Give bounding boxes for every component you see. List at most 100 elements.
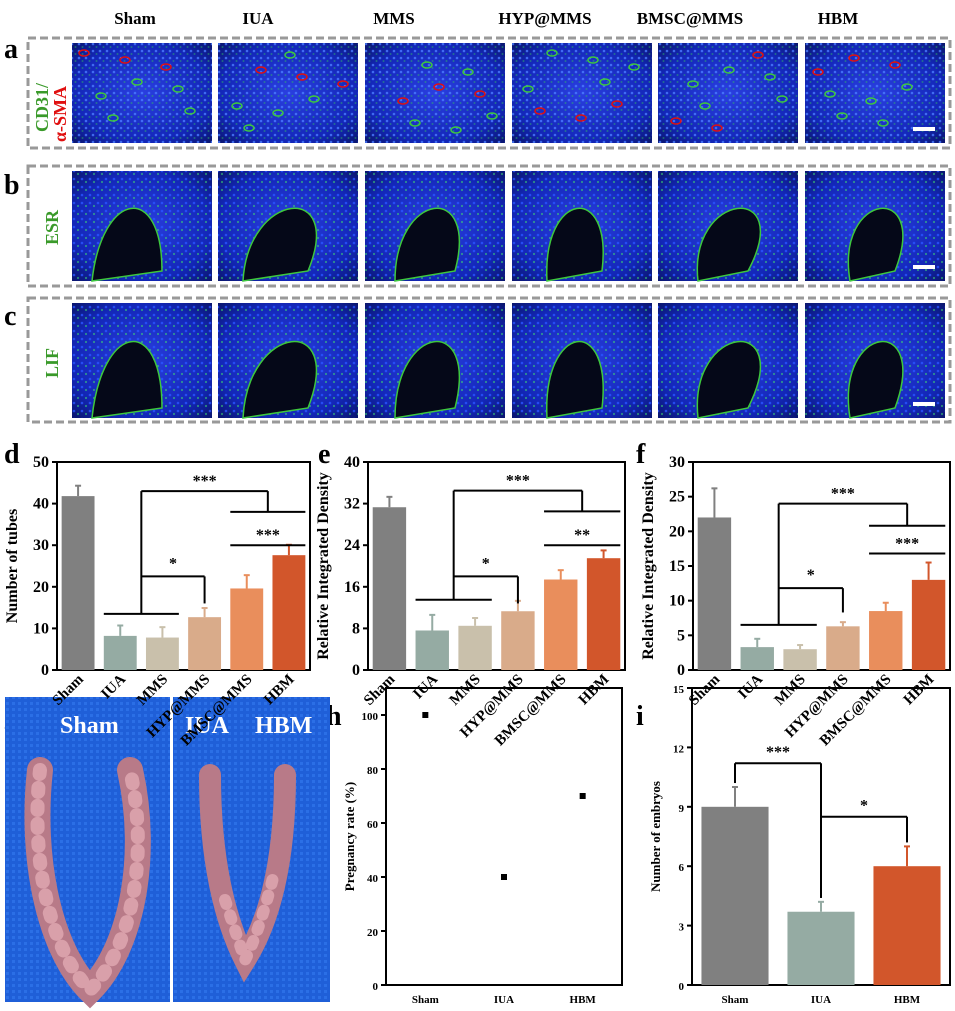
- vessel: [421, 61, 433, 69]
- panel-c-frame: [26, 296, 952, 424]
- x-tick-label: MMS: [447, 672, 484, 709]
- vessel: [231, 102, 243, 110]
- vessel: [824, 90, 836, 98]
- uterus-photo: Sham IUA HBM: [5, 697, 330, 1009]
- data-point: [579, 793, 586, 799]
- vessel: [752, 51, 764, 59]
- y-axis-label: Pregnancy rate (%): [342, 782, 357, 892]
- vessel: [308, 95, 320, 103]
- micrograph-texture: [658, 43, 798, 143]
- bar-Sham: [701, 806, 769, 985]
- vessel: [611, 100, 623, 108]
- y-tick-label: 24: [344, 537, 360, 554]
- lumen: [91, 207, 163, 282]
- header-sham: Sham: [114, 9, 156, 28]
- vessel: [599, 78, 611, 86]
- vessel: [433, 83, 445, 91]
- lumen: [546, 340, 604, 419]
- vessel: [699, 102, 711, 110]
- significance-label: ***: [506, 473, 530, 490]
- y-axis-label: Number of tubes: [4, 509, 21, 623]
- vessel: [409, 119, 421, 127]
- vessel: [450, 126, 462, 134]
- vessel: [296, 73, 308, 81]
- bar-HBM: [586, 558, 621, 670]
- y-tick-label: 16: [344, 579, 360, 596]
- y-tick-label: 30: [33, 537, 49, 554]
- bar-BMSC@MMS: [869, 611, 903, 670]
- vessel: [723, 66, 735, 74]
- vessel: [628, 63, 640, 71]
- lumen: [394, 340, 461, 419]
- y-tick-label: 80: [367, 765, 379, 777]
- x-tick-label: HBM: [570, 994, 597, 1006]
- vessel: [711, 124, 723, 132]
- vessel: [587, 56, 599, 64]
- x-tick-label: HBM: [894, 994, 921, 1006]
- significance-label: ***: [895, 536, 919, 553]
- lumen: [696, 341, 762, 419]
- x-tick-label: IUA: [735, 671, 766, 702]
- header-hyp-mms: HYP@MMS: [498, 9, 591, 28]
- bar-HBM: [911, 579, 946, 670]
- y-tick-label: 20: [669, 523, 685, 540]
- column-headers: Sham IUA MMS HYP@MMS BMSC@MMS HBM: [114, 9, 858, 28]
- y-tick-label: 15: [673, 684, 685, 696]
- micrograph-texture: [365, 43, 505, 143]
- micrograph-texture: [512, 43, 652, 143]
- vessel: [95, 92, 107, 100]
- panel-letter-a: a: [4, 34, 18, 65]
- vessel: [534, 107, 546, 115]
- bar-HYP@MMS: [501, 611, 535, 670]
- significance-label: *: [860, 798, 868, 815]
- y-tick-label: 6: [679, 862, 685, 874]
- vessel: [486, 112, 498, 120]
- panel-letter-b: b: [4, 170, 20, 201]
- significance-label: ***: [766, 744, 790, 761]
- panel-letter-e: e: [318, 439, 330, 470]
- vessel: [184, 107, 196, 115]
- significance-label: *: [807, 567, 815, 584]
- lumen: [546, 207, 604, 282]
- lumen: [847, 207, 904, 282]
- y-tick-label: 0: [373, 981, 379, 993]
- x-tick-label: MMS: [772, 672, 809, 709]
- plot-frame: [692, 461, 951, 671]
- bar-Sham: [697, 517, 732, 670]
- x-tick-label: IUA: [410, 671, 441, 702]
- y-tick-label: 40: [344, 454, 360, 471]
- y-axis-label: Relative Integrated Density: [315, 472, 332, 660]
- y-tick-label: 32: [344, 496, 360, 513]
- significance-label: ***: [193, 473, 217, 490]
- row-label-a: CD31/: [32, 82, 52, 132]
- y-tick-label: 20: [33, 579, 49, 596]
- vessel: [107, 114, 119, 122]
- header-bmsc-mms: BMSC@MMS: [637, 9, 743, 28]
- bar-Sham: [372, 507, 407, 670]
- y-tick-label: 30: [669, 454, 685, 471]
- scale-bar: [913, 402, 935, 406]
- vessel: [160, 63, 172, 71]
- bar-HBM: [272, 555, 306, 670]
- micrograph-grid: [72, 43, 945, 419]
- x-tick-label: HBM: [576, 672, 613, 709]
- y-tick-label: 0: [679, 981, 685, 993]
- vessel: [575, 114, 587, 122]
- vessel: [546, 49, 558, 57]
- vessel: [687, 80, 699, 88]
- photo-label-sham: Sham: [60, 713, 119, 739]
- vessel: [889, 61, 901, 69]
- header-iua: IUA: [242, 9, 274, 28]
- significance-label: *: [482, 555, 490, 572]
- y-tick-label: 12: [673, 743, 685, 755]
- vessel: [877, 119, 889, 127]
- significance-label: ***: [831, 486, 855, 503]
- x-tick-label: IUA: [494, 994, 514, 1006]
- vessel: [272, 109, 284, 117]
- bar-IUA: [415, 630, 449, 670]
- x-tick-label: Sham: [412, 994, 439, 1006]
- vessel: [337, 80, 349, 88]
- row-label-a-red: α-SMA: [50, 86, 70, 142]
